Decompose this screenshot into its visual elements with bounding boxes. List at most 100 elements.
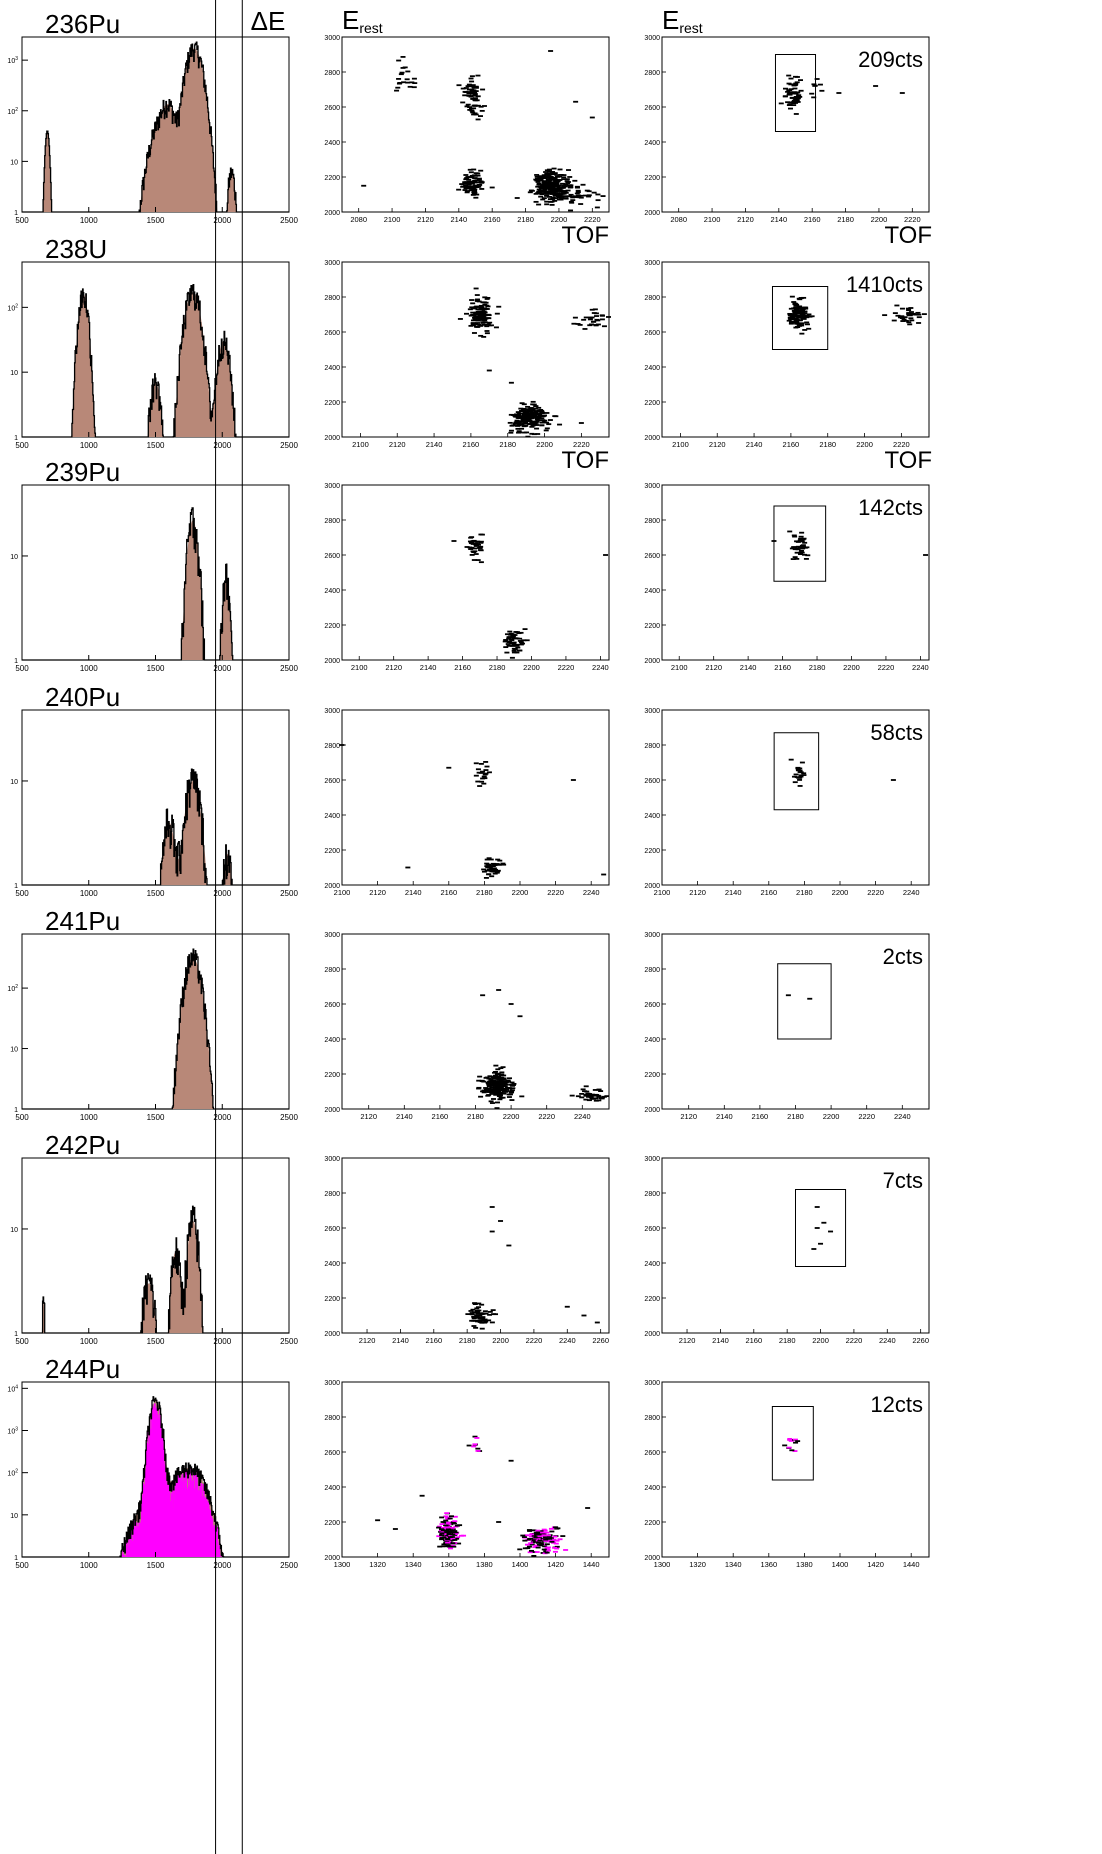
event-mark xyxy=(441,1533,447,1535)
event-mark xyxy=(788,88,794,91)
event-mark xyxy=(511,1082,517,1085)
event-mark xyxy=(400,56,406,58)
plot-xtick-label: 2120 xyxy=(417,215,434,224)
event-mark xyxy=(789,101,795,104)
event-mark xyxy=(495,1077,501,1080)
event-mark xyxy=(439,1538,445,1541)
event-mark xyxy=(472,316,478,319)
spectrum-xtick-label: 2500 xyxy=(280,664,298,673)
spectrum-xtick-label: 500 xyxy=(15,441,29,450)
plot-xtick-label: 2180 xyxy=(787,1112,804,1121)
event-mark xyxy=(478,1317,484,1320)
plot-ytick-label: 2200 xyxy=(644,175,660,182)
event-mark xyxy=(514,197,520,199)
event-mark xyxy=(569,1094,575,1097)
event-mark xyxy=(814,78,820,80)
event-mark xyxy=(786,82,792,85)
event-mark xyxy=(444,1545,450,1548)
event-mark xyxy=(517,431,523,434)
tof-label: TOF xyxy=(884,447,932,474)
event-mark xyxy=(508,1003,514,1005)
event-mark xyxy=(463,87,469,89)
event-mark xyxy=(441,1536,447,1539)
event-mark xyxy=(599,318,605,321)
event-mark xyxy=(568,200,574,203)
event-mark xyxy=(468,1310,474,1312)
event-mark xyxy=(469,536,475,539)
plot-xtick-label: 2180 xyxy=(499,440,516,449)
spectrum-xtick-label: 1000 xyxy=(80,441,98,450)
event-mark xyxy=(405,70,411,73)
event-mark xyxy=(596,1095,602,1098)
spectrum-frame xyxy=(21,709,290,886)
event-mark xyxy=(795,312,801,315)
event-mark xyxy=(600,195,606,197)
plot-ytick-label: 2600 xyxy=(324,330,340,337)
event-mark xyxy=(528,1535,534,1538)
event-mark xyxy=(499,1073,505,1076)
event-mark xyxy=(894,304,900,307)
plot-xtick-label: 2200 xyxy=(503,1112,520,1121)
event-mark xyxy=(515,646,521,649)
event-mark xyxy=(502,640,508,643)
spectrum-xtick-label: 2500 xyxy=(280,1113,298,1122)
event-mark xyxy=(545,1537,551,1540)
event-mark xyxy=(494,1081,500,1084)
event-mark xyxy=(469,547,475,549)
event-mark xyxy=(554,184,560,187)
event-mark xyxy=(906,313,912,316)
event-mark xyxy=(446,766,452,769)
event-mark xyxy=(487,1313,493,1316)
event-mark xyxy=(555,180,561,183)
count-label: 1410cts xyxy=(846,272,923,297)
event-mark xyxy=(541,1534,547,1537)
event-mark xyxy=(516,430,522,433)
event-mark xyxy=(793,101,799,103)
event-mark xyxy=(794,551,800,554)
event-mark xyxy=(594,206,600,209)
event-mark xyxy=(899,317,905,319)
event-mark xyxy=(544,412,550,414)
event-mark xyxy=(536,190,542,193)
event-mark xyxy=(527,422,533,425)
spectrum-xtick-label: 1500 xyxy=(147,889,165,898)
event-mark xyxy=(553,415,559,418)
event-mark xyxy=(476,178,482,181)
event-mark xyxy=(510,635,516,638)
event-mark xyxy=(495,1072,501,1075)
spectrum-ytick-label: 10 xyxy=(10,1513,18,1520)
event-mark xyxy=(539,193,545,196)
plot-xtick-label: 2160 xyxy=(425,1336,442,1345)
spectrum-xtick-label: 2000 xyxy=(213,216,231,225)
event-mark xyxy=(574,185,580,188)
event-mark xyxy=(534,412,540,415)
event-mark xyxy=(494,871,500,874)
spectrum-ytick-label: 1 xyxy=(14,883,18,890)
event-mark xyxy=(399,71,405,74)
plot-xtick-label: 2120 xyxy=(680,1112,697,1121)
plot-ytick-label: 3000 xyxy=(644,1156,660,1163)
event-mark xyxy=(478,334,484,337)
event-mark xyxy=(509,424,515,427)
event-mark xyxy=(589,308,595,311)
event-mark xyxy=(519,402,525,405)
plot-xtick-label: 1300 xyxy=(654,1560,671,1569)
event-mark xyxy=(494,1093,500,1095)
plot-ytick-label: 2600 xyxy=(324,778,340,785)
event-mark xyxy=(478,561,484,564)
event-mark xyxy=(910,312,916,315)
event-mark xyxy=(475,1450,481,1452)
event-mark xyxy=(493,1064,499,1067)
gated-plot: 2080 2100 2120 2140 2160 2180 2200 2220 2000 2200… xyxy=(644,35,932,249)
event-mark xyxy=(454,1524,460,1527)
plot-xtick-label: 2200 xyxy=(492,1336,509,1345)
event-mark xyxy=(508,413,514,416)
plot-ytick-label: 3000 xyxy=(324,1380,340,1387)
event-mark xyxy=(480,322,486,324)
event-mark xyxy=(798,774,804,777)
event-mark xyxy=(515,631,521,634)
event-mark xyxy=(526,1529,532,1531)
spectrum-xtick-label: 2000 xyxy=(213,1337,231,1346)
event-mark xyxy=(473,542,479,545)
